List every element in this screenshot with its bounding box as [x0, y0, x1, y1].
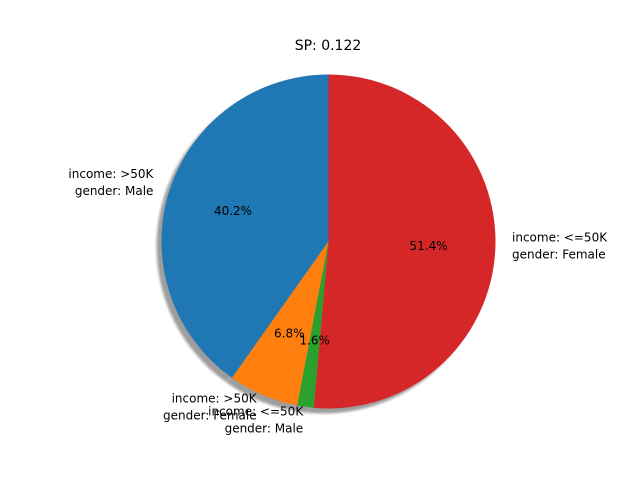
slice-label-line2: gender: Male	[75, 184, 154, 198]
slice-label-line1: income: >50K	[172, 392, 258, 406]
pie-percentage-label: 1.6%	[299, 334, 330, 348]
slice-label-line2: gender: Female	[512, 248, 606, 262]
pie-slice-2	[297, 241, 329, 408]
pie-slice-3	[313, 74, 496, 409]
slice-label-line2: gender: Male	[225, 421, 304, 435]
slice-label-3: income: <=50K gender: Female	[512, 231, 608, 262]
pie-slices	[161, 74, 496, 409]
slice-label-line1: income: <=50K	[512, 231, 608, 245]
slice-label-0: income: >50K gender: Male	[68, 167, 154, 198]
slice-label-2: income: <=50K gender: Male	[208, 404, 304, 435]
slice-label-1: income: >50K gender: Female	[163, 392, 258, 423]
pie-slice-0	[161, 74, 329, 378]
pie-slice-labels: income: >50K gender: Male income: >50K gend…	[68, 167, 608, 436]
slice-label-line1: income: >50K	[68, 167, 154, 181]
slice-label-line2: gender: Female	[163, 409, 257, 423]
pie-slice-1	[232, 241, 329, 406]
slice-label-line1: income: <=50K	[208, 404, 304, 418]
pie-percentage-label: 40.2%	[214, 204, 252, 218]
chart-title: SP: 0.122	[295, 38, 362, 54]
pie-percentage-label: 6.8%	[274, 327, 305, 341]
pie-percentage-label: 51.4%	[410, 239, 448, 253]
pie-percentage-labels: 40.2% 6.8%1.6% 51.4%	[214, 204, 448, 348]
